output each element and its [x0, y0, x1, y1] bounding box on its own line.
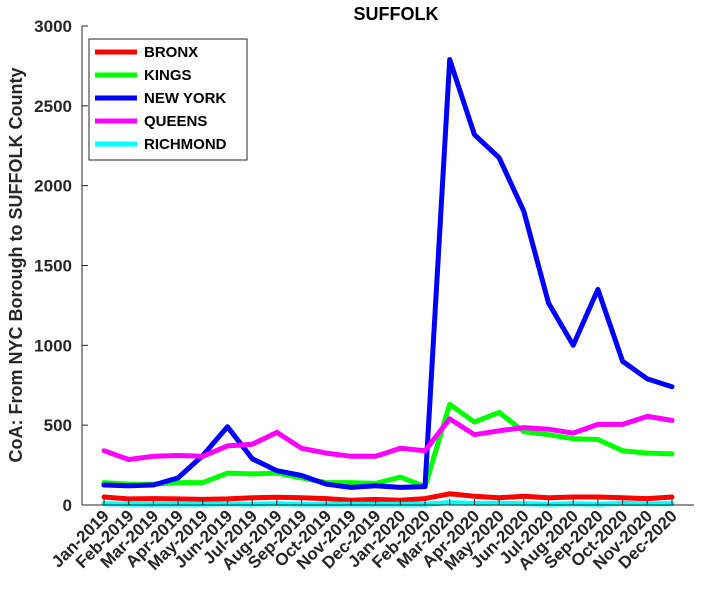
series-line-richmond: [101, 500, 675, 507]
y-tick-label: 2000: [34, 177, 72, 196]
y-tick-label: 1000: [34, 336, 72, 355]
legend-label: RICHMOND: [144, 136, 227, 153]
plot-area: [101, 57, 675, 507]
series-line-queens: [101, 413, 675, 462]
y-axis-label: CoA: From NYC Borough to SUFFOLK County: [6, 68, 26, 463]
legend-label: BRONX: [144, 44, 198, 61]
y-tick-label: 3000: [34, 17, 72, 36]
legend-label: QUEENS: [144, 113, 207, 130]
legend-label: NEW YORK: [144, 90, 226, 107]
legend-label: KINGS: [144, 67, 192, 84]
series-line-bronx: [101, 491, 675, 503]
y-tick-label: 2500: [34, 97, 72, 116]
series-line-kings: [101, 401, 675, 490]
y-tick-label: 0: [63, 496, 72, 515]
y-tick-label: 500: [44, 416, 72, 435]
legend: BRONX KINGS NEW YORK QUEENS RICHMOND: [88, 38, 248, 161]
series-line-new-york: [101, 57, 675, 490]
chart-title: SUFFOLK: [354, 4, 439, 24]
y-tick-label: 1500: [34, 257, 72, 276]
